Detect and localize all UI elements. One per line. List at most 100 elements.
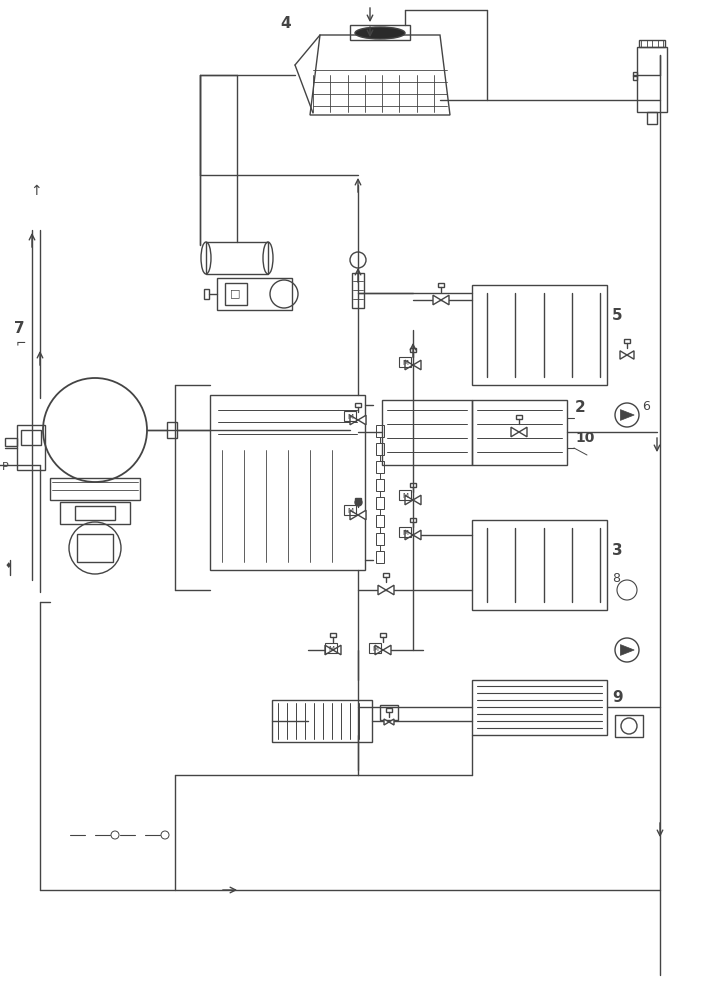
Bar	[472, 680, 607, 735]
Polygon shape	[378, 585, 386, 595]
Bar	[633, 72, 637, 80]
Bar	[77, 534, 113, 562]
Bar	[639, 40, 665, 47]
Polygon shape	[389, 719, 394, 725]
Bar	[410, 518, 416, 522]
Circle shape	[615, 638, 639, 662]
Bar	[344, 505, 356, 515]
Polygon shape	[405, 360, 413, 370]
Bar	[382, 400, 472, 465]
Text: 9: 9	[612, 690, 623, 705]
Text: 7: 7	[14, 321, 25, 336]
Polygon shape	[350, 510, 358, 520]
Text: M: M	[372, 646, 378, 652]
Bar	[21, 430, 41, 445]
Polygon shape	[358, 510, 366, 520]
Bar	[472, 400, 567, 465]
Bar	[376, 443, 384, 455]
Polygon shape	[620, 410, 634, 420]
Bar	[380, 705, 398, 720]
Bar	[50, 478, 140, 500]
Polygon shape	[620, 351, 627, 359]
Text: M: M	[402, 530, 408, 536]
Bar	[376, 425, 384, 437]
Bar	[438, 283, 444, 287]
Bar	[204, 289, 209, 299]
Polygon shape	[386, 585, 394, 595]
Polygon shape	[333, 645, 341, 655]
Polygon shape	[413, 360, 421, 370]
Bar	[167, 422, 177, 438]
Bar	[399, 357, 411, 367]
Bar	[206, 242, 268, 274]
Text: M: M	[402, 360, 408, 366]
Bar	[17, 425, 45, 470]
Bar	[75, 506, 115, 520]
Bar	[472, 520, 607, 610]
Text: ♦: ♦	[5, 561, 12, 570]
Text: 6: 6	[642, 400, 650, 413]
Bar	[383, 573, 389, 577]
Polygon shape	[405, 495, 413, 505]
Bar	[217, 278, 292, 310]
Bar	[637, 47, 667, 112]
Polygon shape	[511, 427, 519, 437]
Text: 5: 5	[612, 308, 623, 323]
Bar	[330, 633, 336, 637]
Bar	[210, 395, 365, 570]
Bar	[350, 25, 410, 40]
Polygon shape	[413, 495, 421, 505]
Bar	[516, 415, 522, 419]
Text: M: M	[347, 508, 353, 514]
Text: M: M	[328, 646, 334, 652]
Ellipse shape	[355, 27, 405, 39]
Text: 4: 4	[280, 16, 291, 31]
Text: 10: 10	[575, 431, 594, 445]
Bar	[647, 112, 657, 124]
Bar	[615, 715, 643, 737]
Polygon shape	[413, 530, 421, 540]
Bar	[376, 479, 384, 491]
Circle shape	[615, 403, 639, 427]
Polygon shape	[441, 295, 449, 305]
Polygon shape	[433, 295, 441, 305]
Polygon shape	[620, 645, 634, 655]
Bar	[352, 272, 364, 308]
Bar	[399, 527, 411, 537]
Text: M: M	[402, 493, 408, 499]
Bar	[5, 438, 17, 446]
Bar	[380, 633, 386, 637]
Text: 8: 8	[612, 572, 620, 585]
Bar	[344, 411, 356, 421]
Text: 3: 3	[612, 543, 623, 558]
Bar	[376, 533, 384, 545]
Bar	[376, 551, 384, 563]
Polygon shape	[383, 645, 391, 655]
Bar	[410, 483, 416, 487]
Bar	[410, 348, 416, 352]
Bar	[399, 490, 411, 500]
Bar	[355, 498, 361, 502]
Bar	[386, 708, 392, 712]
Text: M: M	[347, 414, 353, 420]
Polygon shape	[384, 719, 389, 725]
Bar	[272, 700, 372, 742]
Text: □: □	[230, 288, 241, 298]
Polygon shape	[358, 415, 366, 425]
Text: ⌐: ⌐	[16, 336, 27, 349]
Bar	[355, 403, 361, 407]
Bar	[325, 643, 337, 653]
Polygon shape	[350, 415, 358, 425]
Polygon shape	[519, 427, 527, 437]
Bar	[376, 497, 384, 509]
Bar	[225, 283, 247, 305]
Bar	[376, 461, 384, 473]
Bar	[60, 502, 130, 524]
Bar	[624, 339, 630, 343]
Polygon shape	[405, 530, 413, 540]
Bar	[369, 643, 381, 653]
Bar	[472, 285, 607, 385]
Bar	[376, 515, 384, 527]
Text: P: P	[2, 462, 9, 472]
Polygon shape	[375, 645, 383, 655]
